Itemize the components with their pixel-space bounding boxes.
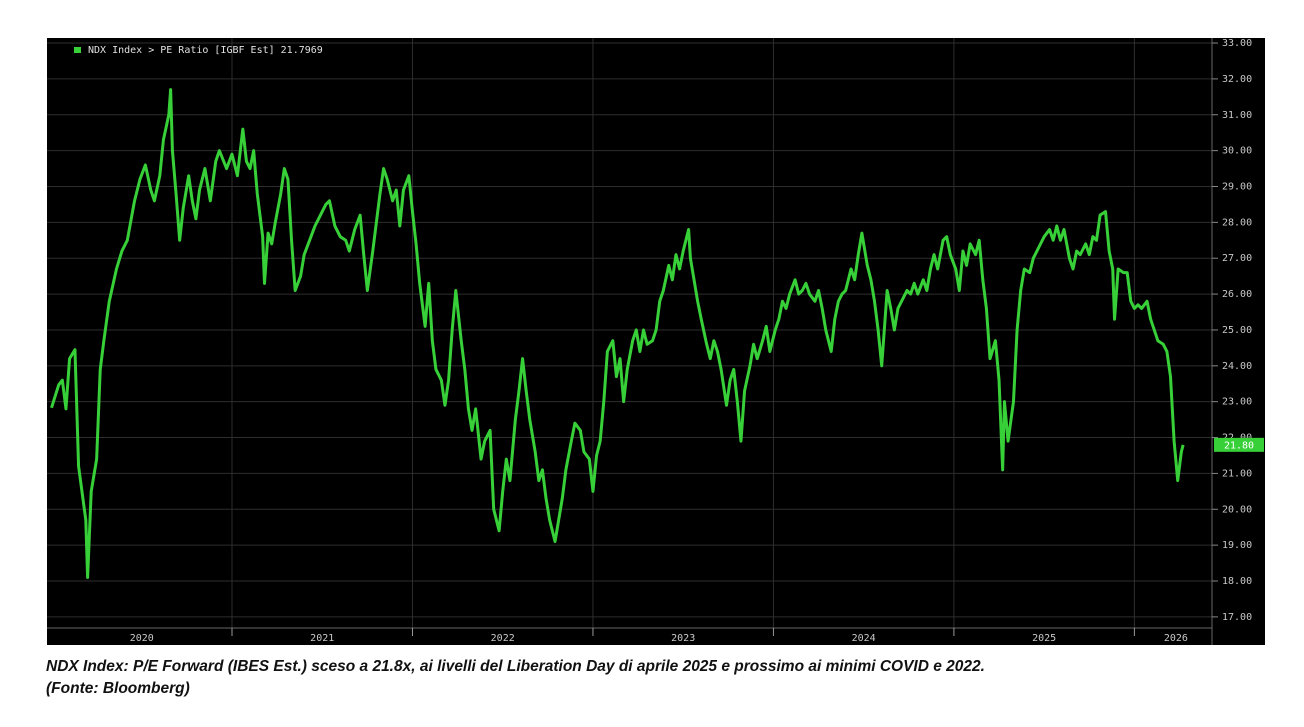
- y-tick-label: 30.00: [1222, 146, 1252, 157]
- caption-line: (Fonte: Bloomberg): [46, 680, 190, 697]
- x-tick-label: 2020: [130, 633, 154, 644]
- x-tick-label: 2021: [310, 633, 334, 644]
- x-tick-label: 2026: [1164, 633, 1188, 644]
- end-value-label: 21.80: [1224, 440, 1254, 451]
- y-tick-label: 29.00: [1222, 181, 1252, 192]
- y-tick-label: 26.00: [1222, 289, 1252, 300]
- x-tick-label: 2023: [671, 633, 695, 644]
- x-tick-label: 2025: [1032, 633, 1056, 644]
- y-tick-label: 19.00: [1222, 540, 1252, 551]
- y-tick-label: 28.00: [1222, 217, 1252, 228]
- y-tick-label: 31.00: [1222, 110, 1252, 121]
- y-tick-label: 33.00: [1222, 38, 1252, 49]
- caption-line: NDX Index: P/E Forward (IBES Est.) sceso…: [46, 658, 985, 675]
- x-tick-label: 2022: [491, 633, 515, 644]
- legend-label: NDX Index > PE Ratio [IGBF Est] 21.7969: [88, 45, 323, 56]
- y-tick-label: 17.00: [1222, 612, 1252, 623]
- x-tick-label: 2024: [852, 633, 876, 644]
- y-tick-label: 20.00: [1222, 504, 1252, 515]
- legend-swatch: [74, 47, 81, 53]
- y-tick-label: 24.00: [1222, 361, 1252, 372]
- y-tick-label: 21.00: [1222, 468, 1252, 479]
- y-tick-label: 27.00: [1222, 253, 1252, 264]
- chart-background: [47, 38, 1265, 645]
- y-tick-label: 23.00: [1222, 397, 1252, 408]
- end-value-tag: [1214, 437, 1264, 452]
- y-tick-label: 32.00: [1222, 74, 1252, 85]
- y-tick-label: 25.00: [1222, 325, 1252, 336]
- y-tick-label: 18.00: [1222, 576, 1252, 587]
- series-line: [50, 88, 1185, 579]
